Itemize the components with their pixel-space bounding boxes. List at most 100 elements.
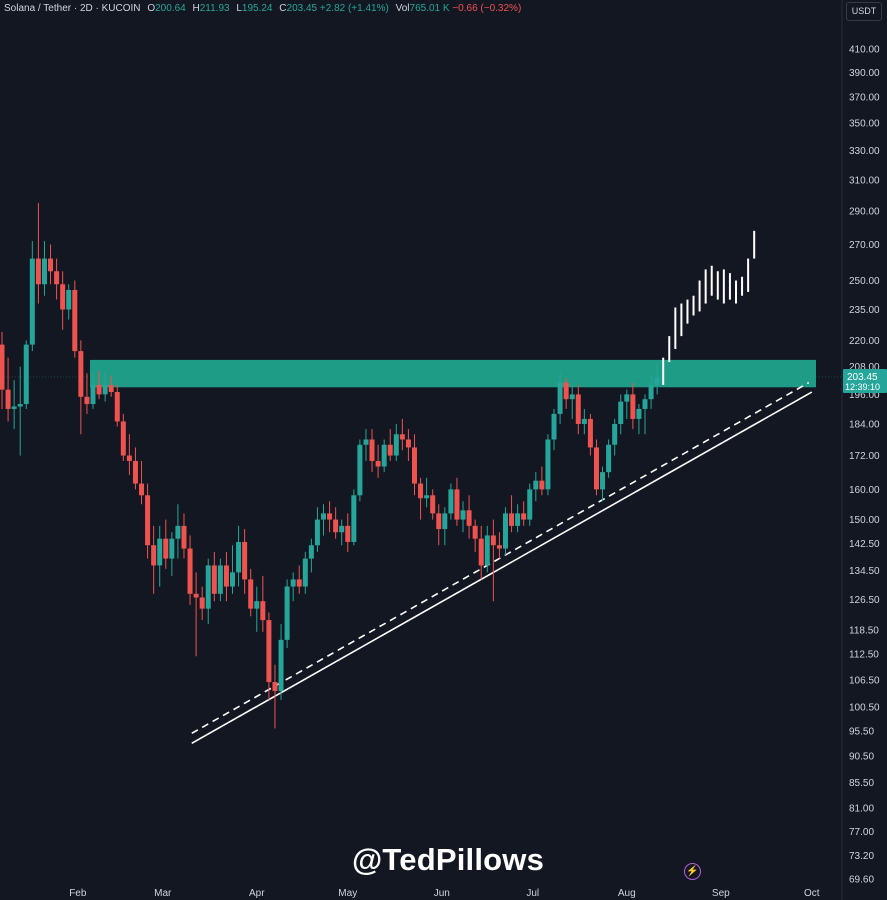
candle[interactable]	[60, 271, 66, 330]
candle[interactable]	[539, 466, 545, 496]
candle[interactable]	[551, 408, 557, 451]
candle[interactable]	[0, 331, 5, 409]
candle[interactable]	[557, 373, 563, 424]
candle[interactable]	[454, 477, 460, 526]
solid-support-line[interactable]	[191, 391, 813, 744]
candle[interactable]	[575, 384, 581, 435]
candle[interactable]	[302, 551, 308, 594]
candle[interactable]	[648, 375, 654, 409]
candle[interactable]	[654, 362, 660, 395]
candle[interactable]	[521, 501, 527, 526]
candle[interactable]	[527, 483, 533, 526]
candle[interactable]	[545, 434, 551, 496]
candle[interactable]	[308, 538, 314, 573]
candle[interactable]	[96, 371, 102, 400]
candle[interactable]	[48, 244, 54, 285]
candle[interactable]	[478, 525, 484, 580]
candle[interactable]	[17, 366, 23, 456]
candle[interactable]	[472, 519, 478, 552]
candle[interactable]	[90, 373, 96, 409]
symbol-title[interactable]: Solana / Tether · 2D · KUCOIN	[4, 3, 141, 14]
candle[interactable]	[151, 525, 157, 594]
candle[interactable]	[339, 519, 345, 546]
candle[interactable]	[351, 489, 357, 546]
currency-button[interactable]: USDT	[846, 2, 882, 21]
candle[interactable]	[484, 525, 490, 573]
candle[interactable]	[35, 203, 41, 304]
candle[interactable]	[581, 408, 587, 435]
candle[interactable]	[72, 280, 78, 358]
candle[interactable]	[205, 558, 211, 625]
candle[interactable]	[284, 579, 290, 649]
candle[interactable]	[436, 504, 442, 546]
candle[interactable]	[114, 384, 120, 427]
candle[interactable]	[466, 495, 472, 539]
candle[interactable]	[54, 258, 60, 300]
candle[interactable]	[169, 532, 175, 576]
candle[interactable]	[600, 466, 606, 502]
candle[interactable]	[430, 489, 436, 520]
resistance-zone[interactable]	[90, 359, 816, 388]
candle[interactable]	[199, 586, 205, 621]
candle[interactable]	[266, 612, 272, 701]
candle[interactable]	[460, 501, 466, 533]
candle[interactable]	[569, 384, 575, 419]
candle[interactable]	[230, 545, 236, 594]
candle[interactable]	[333, 507, 339, 539]
candle[interactable]	[5, 357, 11, 422]
candle[interactable]	[642, 394, 648, 435]
candle[interactable]	[381, 439, 387, 473]
candle[interactable]	[193, 572, 199, 657]
candle[interactable]	[618, 394, 624, 435]
candle[interactable]	[260, 575, 266, 632]
candle[interactable]	[217, 558, 223, 602]
candle[interactable]	[296, 565, 302, 594]
candle[interactable]	[448, 483, 454, 520]
candle[interactable]	[278, 624, 284, 701]
candle[interactable]	[612, 418, 618, 456]
candle[interactable]	[102, 373, 108, 402]
candle[interactable]	[175, 504, 181, 559]
candle[interactable]	[375, 444, 381, 478]
candle[interactable]	[272, 664, 278, 729]
candle[interactable]	[442, 507, 448, 546]
candle[interactable]	[393, 423, 399, 462]
candle[interactable]	[515, 504, 521, 533]
candle[interactable]	[242, 529, 248, 594]
candle[interactable]	[490, 519, 496, 602]
candle[interactable]	[399, 418, 405, 451]
candle[interactable]	[139, 461, 145, 505]
candle[interactable]	[132, 447, 138, 490]
candle[interactable]	[248, 568, 254, 617]
candle[interactable]	[181, 513, 187, 559]
candle[interactable]	[23, 340, 29, 409]
candle[interactable]	[369, 429, 375, 473]
candle[interactable]	[321, 504, 326, 536]
candle[interactable]	[563, 377, 569, 409]
candle[interactable]	[211, 551, 217, 602]
candle[interactable]	[236, 525, 242, 587]
candle[interactable]	[509, 495, 515, 533]
candle[interactable]	[29, 241, 35, 352]
candle[interactable]	[145, 483, 151, 559]
dashed-support-line[interactable]	[191, 381, 810, 735]
candle[interactable]	[345, 513, 351, 552]
candle[interactable]	[496, 532, 502, 559]
candle[interactable]	[41, 241, 47, 296]
candle[interactable]	[157, 525, 163, 587]
candle[interactable]	[187, 535, 193, 605]
candle[interactable]	[533, 472, 539, 502]
candle[interactable]	[357, 439, 363, 502]
candle[interactable]	[387, 429, 393, 462]
candle[interactable]	[126, 434, 132, 475]
candle[interactable]	[411, 434, 417, 496]
candle[interactable]	[630, 382, 636, 430]
lightning-icon[interactable]: ⚡	[684, 863, 701, 880]
candle[interactable]	[424, 477, 430, 508]
candle[interactable]	[254, 586, 260, 632]
candle[interactable]	[624, 389, 630, 419]
candle[interactable]	[78, 340, 84, 435]
candle[interactable]	[593, 439, 599, 496]
candle[interactable]	[606, 439, 612, 478]
